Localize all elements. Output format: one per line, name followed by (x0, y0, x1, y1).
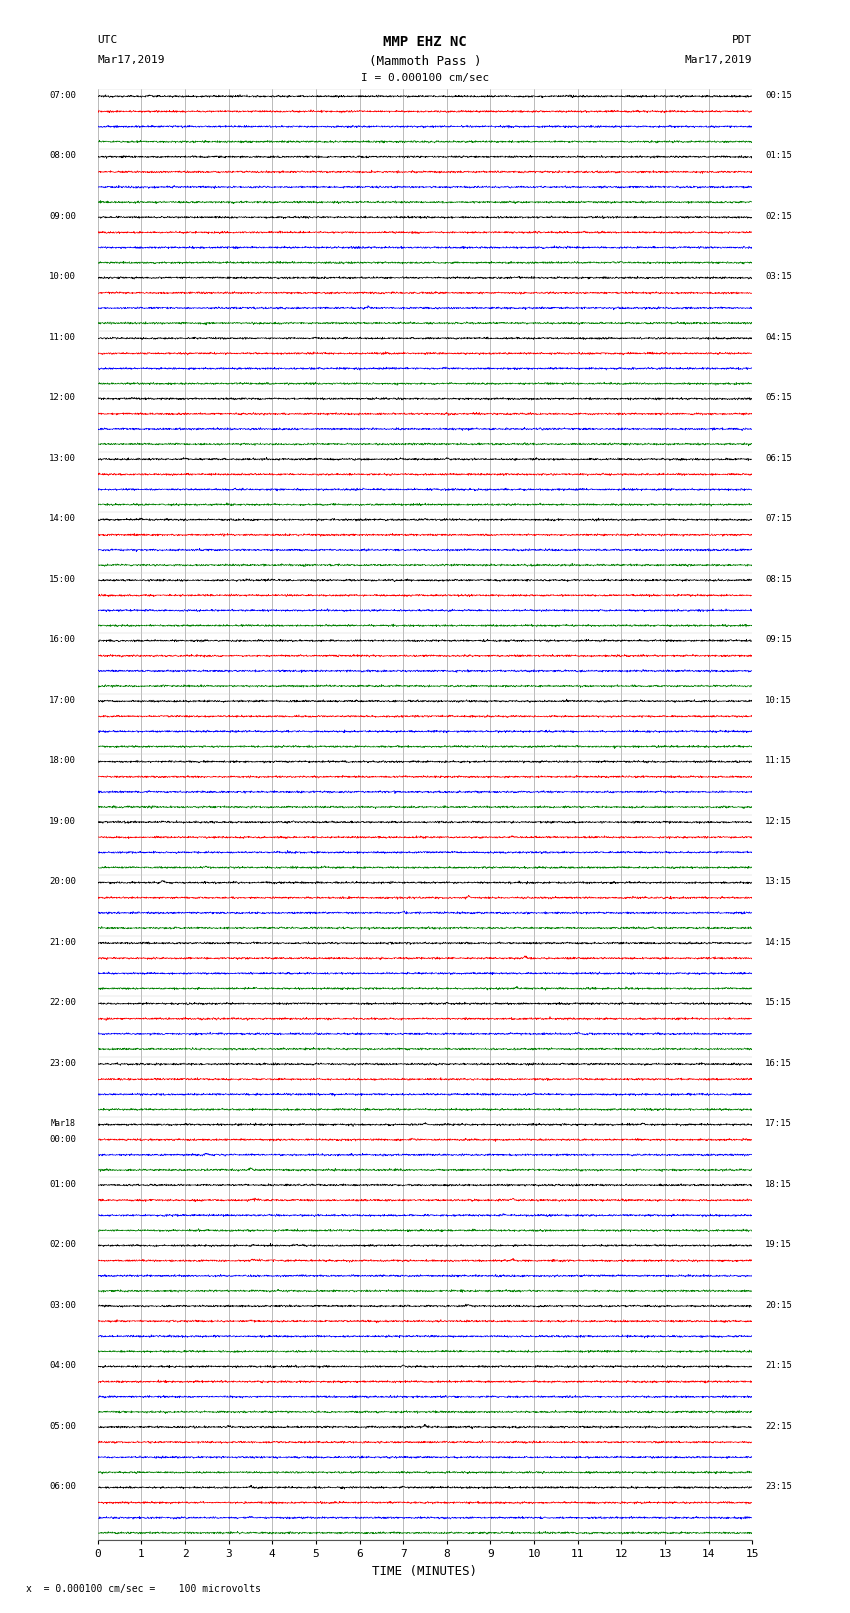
Text: x  = 0.000100 cm/sec =    100 microvolts: x = 0.000100 cm/sec = 100 microvolts (26, 1584, 260, 1594)
Text: 04:15: 04:15 (765, 332, 792, 342)
Text: I = 0.000100 cm/sec: I = 0.000100 cm/sec (361, 73, 489, 82)
Text: 07:15: 07:15 (765, 515, 792, 523)
Text: 09:00: 09:00 (49, 211, 76, 221)
Text: (Mammoth Pass ): (Mammoth Pass ) (369, 55, 481, 68)
Text: 12:15: 12:15 (765, 816, 792, 826)
Text: UTC: UTC (98, 35, 118, 45)
Text: 17:00: 17:00 (49, 695, 76, 705)
Text: 18:15: 18:15 (765, 1179, 792, 1189)
Text: 08:00: 08:00 (49, 152, 76, 160)
Text: 00:15: 00:15 (765, 90, 792, 100)
Text: 13:00: 13:00 (49, 453, 76, 463)
Text: 12:00: 12:00 (49, 394, 76, 402)
Text: 08:15: 08:15 (765, 574, 792, 584)
Text: 07:00: 07:00 (49, 90, 76, 100)
Text: 22:15: 22:15 (765, 1421, 792, 1431)
Text: 10:00: 10:00 (49, 273, 76, 281)
Text: 10:15: 10:15 (765, 695, 792, 705)
Text: 20:00: 20:00 (49, 877, 76, 886)
Text: 19:15: 19:15 (765, 1240, 792, 1248)
Text: 21:15: 21:15 (765, 1361, 792, 1369)
Text: Mar17,2019: Mar17,2019 (685, 55, 752, 65)
Text: 15:15: 15:15 (765, 998, 792, 1007)
Text: 04:00: 04:00 (49, 1361, 76, 1369)
Text: Mar18: Mar18 (51, 1119, 76, 1127)
Text: PDT: PDT (732, 35, 752, 45)
Text: 05:00: 05:00 (49, 1421, 76, 1431)
Text: 00:00: 00:00 (49, 1136, 76, 1144)
Text: 02:15: 02:15 (765, 211, 792, 221)
Text: Mar17,2019: Mar17,2019 (98, 55, 165, 65)
Text: 15:00: 15:00 (49, 574, 76, 584)
Text: 06:15: 06:15 (765, 453, 792, 463)
Text: 22:00: 22:00 (49, 998, 76, 1007)
Text: 18:00: 18:00 (49, 756, 76, 765)
Text: 17:15: 17:15 (765, 1119, 792, 1127)
Text: 14:15: 14:15 (765, 937, 792, 947)
Text: 06:00: 06:00 (49, 1482, 76, 1490)
Text: 19:00: 19:00 (49, 816, 76, 826)
Text: 16:15: 16:15 (765, 1058, 792, 1068)
Text: 02:00: 02:00 (49, 1240, 76, 1248)
Text: 03:15: 03:15 (765, 273, 792, 281)
Text: 01:15: 01:15 (765, 152, 792, 160)
Text: 11:15: 11:15 (765, 756, 792, 765)
Text: 03:00: 03:00 (49, 1300, 76, 1310)
Text: 11:00: 11:00 (49, 332, 76, 342)
Text: 05:15: 05:15 (765, 394, 792, 402)
Text: 01:00: 01:00 (49, 1179, 76, 1189)
Text: 21:00: 21:00 (49, 937, 76, 947)
Text: 20:15: 20:15 (765, 1300, 792, 1310)
X-axis label: TIME (MINUTES): TIME (MINUTES) (372, 1565, 478, 1578)
Text: 13:15: 13:15 (765, 877, 792, 886)
Text: 09:15: 09:15 (765, 636, 792, 644)
Text: 14:00: 14:00 (49, 515, 76, 523)
Text: MMP EHZ NC: MMP EHZ NC (383, 35, 467, 50)
Text: 23:15: 23:15 (765, 1482, 792, 1490)
Text: 16:00: 16:00 (49, 636, 76, 644)
Text: 23:00: 23:00 (49, 1058, 76, 1068)
